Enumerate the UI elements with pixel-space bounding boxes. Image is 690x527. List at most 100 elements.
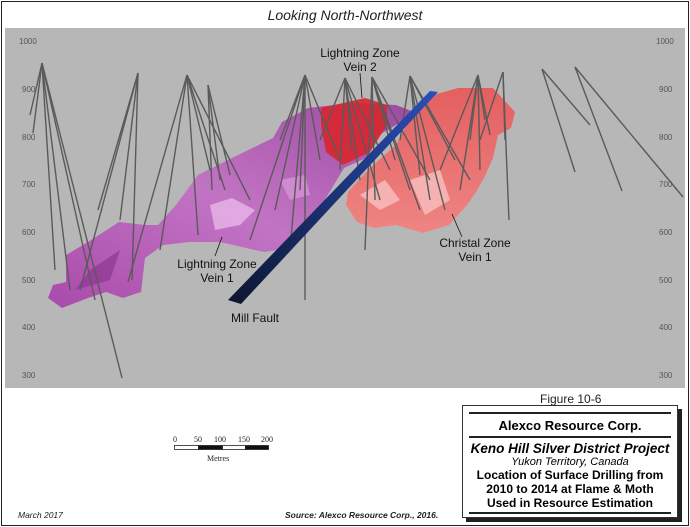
drillhole-trace (574, 66, 623, 192)
label-line: Lightning Zone (320, 46, 400, 60)
elevation-label-left: 1000 (19, 37, 37, 46)
drillhole-trace (207, 84, 213, 191)
elevation-label-left: 500 (22, 276, 36, 285)
drillhole-trace (32, 62, 43, 134)
mill-fault-plane (228, 91, 438, 304)
label-line: Vein 1 (458, 250, 492, 264)
drillhole-trace (289, 74, 306, 251)
drillhole-trace (119, 72, 139, 221)
drillhole-trace (299, 74, 306, 191)
drillhole-trace (574, 66, 684, 198)
scale-tick-label: 100 (214, 435, 226, 444)
drillhole-trace (502, 71, 510, 221)
elevation-label-right: 1000 (656, 37, 674, 46)
drillhole-trace (409, 75, 431, 201)
figure-description: Location of Surface Drilling from (476, 468, 664, 482)
scale-tick-label: 50 (194, 435, 202, 444)
divider (469, 512, 671, 514)
scale-tick-label: 0 (173, 435, 177, 444)
elevation-label-right: 300 (659, 371, 673, 380)
drillhole-trace (304, 74, 341, 161)
label-line: Christal Zone (439, 236, 511, 250)
elevation-label-right: 500 (659, 276, 673, 285)
elevation-label-left: 300 (22, 371, 36, 380)
drillhole-trace (409, 75, 446, 211)
drillhole-trace (186, 74, 211, 171)
drillhole-trace (344, 77, 353, 151)
pointer-christal-vein1 (451, 213, 463, 238)
drillhole-trace (274, 74, 306, 211)
footer-date: March 2017 (18, 510, 63, 520)
drillhole-trace (207, 84, 231, 176)
figure-description: Used in Resource Estimation (486, 496, 654, 510)
title-block: Alexco Resource Corp. Keno Hill Silver D… (462, 405, 678, 518)
drillhole-trace (541, 68, 576, 173)
lightning-vein1-facet (75, 250, 120, 290)
section-view (29, 62, 684, 379)
section-view-panel: 1000 900 800 700 600 500 400 300 1000 90… (5, 28, 685, 388)
scale-tick-label: 150 (238, 435, 250, 444)
drillhole-trace (41, 62, 71, 291)
drillhole-trace (41, 62, 123, 379)
elevation-label-right: 400 (659, 323, 673, 332)
drillhole-trace (186, 74, 251, 201)
drillhole-trace (479, 71, 504, 141)
scale-unit: Metres (207, 454, 230, 463)
label-lightning-zone-vein-1: Lightning Zone Vein 1 (162, 257, 272, 285)
elevation-label-left: 800 (22, 133, 36, 142)
scale-bar-graphic (174, 445, 269, 450)
drillhole-trace (41, 62, 96, 301)
divider (469, 436, 671, 438)
drillhole-trace (249, 74, 306, 241)
label-christal-zone-vein-1: Christal Zone Vein 1 (420, 236, 530, 264)
drillhole-trace (541, 68, 591, 126)
drillhole-trace (409, 75, 421, 176)
label-mill-fault: Mill Fault (230, 311, 279, 325)
elevation-label-right: 600 (659, 228, 673, 237)
label-line: Vein 2 (343, 60, 377, 74)
drillhole-trace (409, 75, 471, 181)
elevation-label-left: 900 (22, 85, 36, 94)
drillhole-trace (371, 76, 421, 211)
company-name: Alexco Resource Corp. (498, 418, 642, 433)
location: Yukon Territory, Canada (511, 456, 629, 468)
footer-source: Source: Alexco Resource Corp., 2016. (285, 510, 439, 520)
divider (469, 412, 671, 414)
label-line: Lightning Zone (177, 257, 257, 271)
drillhole-trace (469, 74, 479, 141)
label-pointers (214, 72, 463, 257)
christal-vein1-facet (410, 170, 450, 215)
drillhole-trace (127, 74, 188, 283)
drillhole-trace (207, 84, 221, 181)
drillhole-trace (371, 76, 376, 201)
elevation-label-right: 700 (659, 180, 673, 189)
drillhole-trace (186, 74, 199, 236)
drillhole-trace (97, 72, 139, 211)
drillhole-trace (29, 62, 43, 116)
christal-zone-vein-1-solid (346, 88, 515, 233)
drillhole-trace (439, 74, 479, 171)
drillhole-trace (339, 77, 346, 171)
drillhole-trace (79, 72, 139, 291)
figure-number: Figure 10-6 (540, 392, 602, 406)
pointer-lightning-vein2 (359, 72, 363, 99)
scale-tick-label: 200 (261, 435, 273, 444)
project-name: Keno Hill Silver District Project (470, 441, 670, 456)
elevation-label-right: 800 (659, 133, 673, 142)
drillhole-traces (29, 62, 684, 379)
label-lightning-zone-vein-2: Lightning Zone Vein 2 (305, 46, 415, 74)
figure-description: 2010 to 2014 at Flame & Moth (486, 482, 654, 496)
lightning-vein1-facet (210, 198, 255, 230)
drillhole-trace (279, 74, 306, 141)
elevation-label-right: 900 (659, 85, 673, 94)
drillhole-trace (159, 74, 188, 251)
pointer-lightning-vein1 (214, 236, 223, 257)
drillhole-trace (304, 74, 321, 161)
drillhole-trace (344, 77, 391, 171)
drillhole-trace (477, 74, 491, 136)
label-line: Vein 1 (200, 271, 234, 285)
drillhole-trace (477, 74, 481, 171)
elevation-label-left: 400 (22, 323, 36, 332)
